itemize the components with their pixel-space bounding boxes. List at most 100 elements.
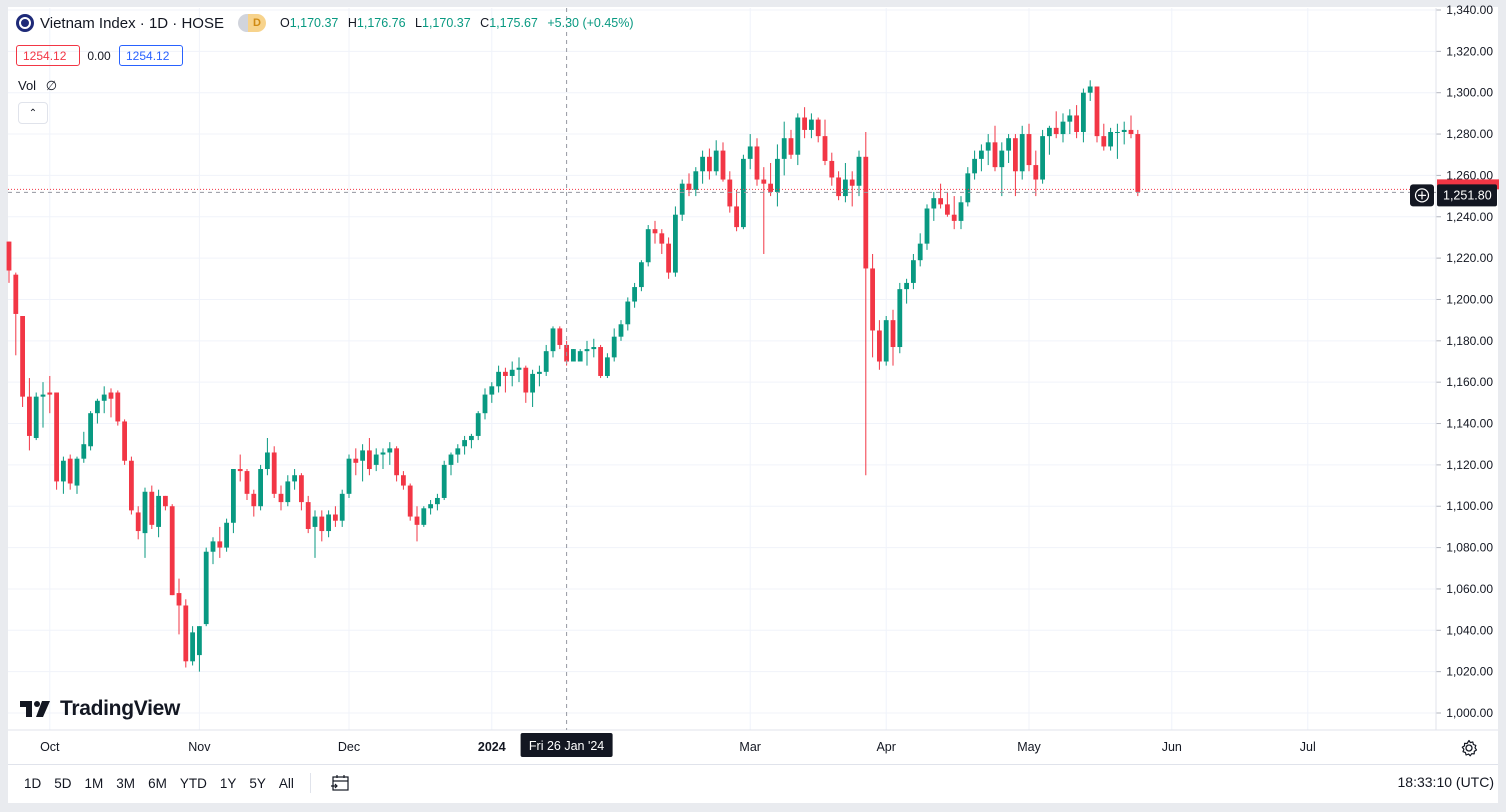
crosshair-price-label: 1,251.80 [1443, 188, 1492, 202]
y-tick-label: 1,200.00 [1446, 292, 1493, 306]
candle-body [183, 605, 189, 662]
high-value: 1,176.76 [356, 16, 406, 30]
range-5y[interactable]: 5Y [249, 775, 266, 791]
candle-body [577, 351, 583, 362]
candle-body [1115, 131, 1120, 133]
candle-body [475, 413, 481, 436]
go-to-date-button[interactable] [329, 772, 351, 794]
candle-body [108, 392, 114, 399]
candle-body [401, 475, 406, 486]
candle-body [496, 371, 501, 387]
symbol-logo-icon [16, 14, 34, 32]
candle-body [571, 349, 576, 362]
collapse-legend-button[interactable]: ⌃ [18, 102, 48, 124]
candle-body [81, 444, 87, 459]
candle-body [734, 206, 739, 228]
candle-body [489, 386, 495, 395]
candle-body [61, 460, 66, 482]
y-tick-label: 1,320.00 [1446, 44, 1493, 58]
candle-body [611, 336, 617, 358]
candle-body [54, 392, 59, 482]
bottom-toolbar: 1D 5D 1M 3M 6M YTD 1Y 5Y All 18:33:10 (U… [8, 764, 1498, 801]
candle-body [761, 179, 767, 184]
range-5d[interactable]: 5D [54, 775, 72, 791]
candle-body [666, 243, 671, 273]
candle-body [911, 260, 916, 283]
candle-body [1033, 165, 1039, 180]
candle-body [115, 392, 121, 422]
range-6m[interactable]: 6M [148, 775, 167, 791]
candle-body [829, 160, 835, 178]
candle-body [1006, 138, 1011, 151]
candle-body [530, 373, 535, 393]
candle-body [727, 179, 733, 207]
chart-legend: Vietnam Index · 1D · HOSE D O1,170.37 H1… [16, 14, 640, 32]
candle-body [863, 156, 869, 269]
candle-body [258, 469, 263, 507]
candle-body [13, 274, 19, 314]
candle-body [972, 158, 977, 174]
candle-body [360, 450, 365, 461]
spread-value: 0.00 [87, 48, 111, 63]
candle-body [645, 229, 651, 263]
candle-body [40, 394, 46, 397]
candle-body [312, 516, 318, 527]
settings-gear-icon[interactable] [1460, 739, 1478, 757]
sell-price-button[interactable]: 1254.12 [16, 45, 80, 66]
y-tick-label: 1,340.00 [1446, 3, 1493, 17]
buy-price-button[interactable]: 1254.12 [119, 45, 183, 66]
candle-body [843, 179, 848, 197]
tradingview-logo[interactable]: TradingView [20, 697, 180, 721]
candle-body [781, 138, 787, 159]
x-tick-label: Mar [739, 740, 761, 754]
interval-badge-label: D [247, 14, 266, 32]
range-3m[interactable]: 3M [116, 775, 136, 791]
candle-body [754, 146, 760, 180]
candle-body [1087, 86, 1093, 93]
candle-body [387, 448, 393, 453]
candle-body [380, 452, 386, 455]
crosshair-date-label: Fri 26 Jan '24 [529, 739, 604, 753]
candle-body [605, 357, 610, 376]
interval-badge[interactable]: D [237, 14, 266, 32]
close-label: C [480, 16, 490, 30]
candle-body [441, 464, 447, 498]
symbol-title[interactable]: Vietnam Index · 1D · HOSE [40, 14, 224, 32]
candle-body [693, 171, 699, 190]
candle-body [503, 371, 508, 376]
candle-body [543, 351, 549, 372]
candle-body [802, 117, 807, 130]
candle-body [788, 138, 794, 155]
low-label: L [415, 16, 422, 30]
y-tick-label: 1,000.00 [1446, 706, 1493, 720]
range-1d[interactable]: 1D [24, 775, 42, 791]
high-label: H [347, 16, 357, 30]
ohlc-readout: O1,170.37 H1,176.76 L1,170.37 C1,175.67 … [280, 16, 640, 30]
candle-body [523, 367, 529, 393]
candle-body [217, 541, 223, 548]
utc-clock[interactable]: 18:33:10 (UTC) [1397, 774, 1494, 790]
volume-legend[interactable]: Vol ∅ [18, 78, 57, 94]
range-1m[interactable]: 1M [84, 775, 104, 791]
candle-body [163, 495, 168, 507]
candle-body [224, 522, 229, 548]
candle-body [659, 233, 665, 244]
candle-body [95, 400, 100, 414]
candle-body [353, 458, 359, 463]
candle-body [951, 214, 957, 221]
range-1y[interactable]: 1Y [219, 775, 237, 791]
y-tick-label: 1,040.00 [1446, 623, 1493, 637]
range-all[interactable]: All [278, 775, 294, 791]
candle-body [27, 396, 32, 436]
candle-body [462, 440, 467, 447]
candle-body [809, 119, 814, 130]
candle-body [1026, 134, 1032, 166]
plus-circle-icon [1414, 188, 1430, 203]
range-ytd[interactable]: YTD [179, 775, 207, 791]
candle-body [707, 156, 712, 172]
candle-body [795, 117, 801, 155]
candle-body [88, 413, 93, 447]
candle-body [122, 421, 127, 461]
